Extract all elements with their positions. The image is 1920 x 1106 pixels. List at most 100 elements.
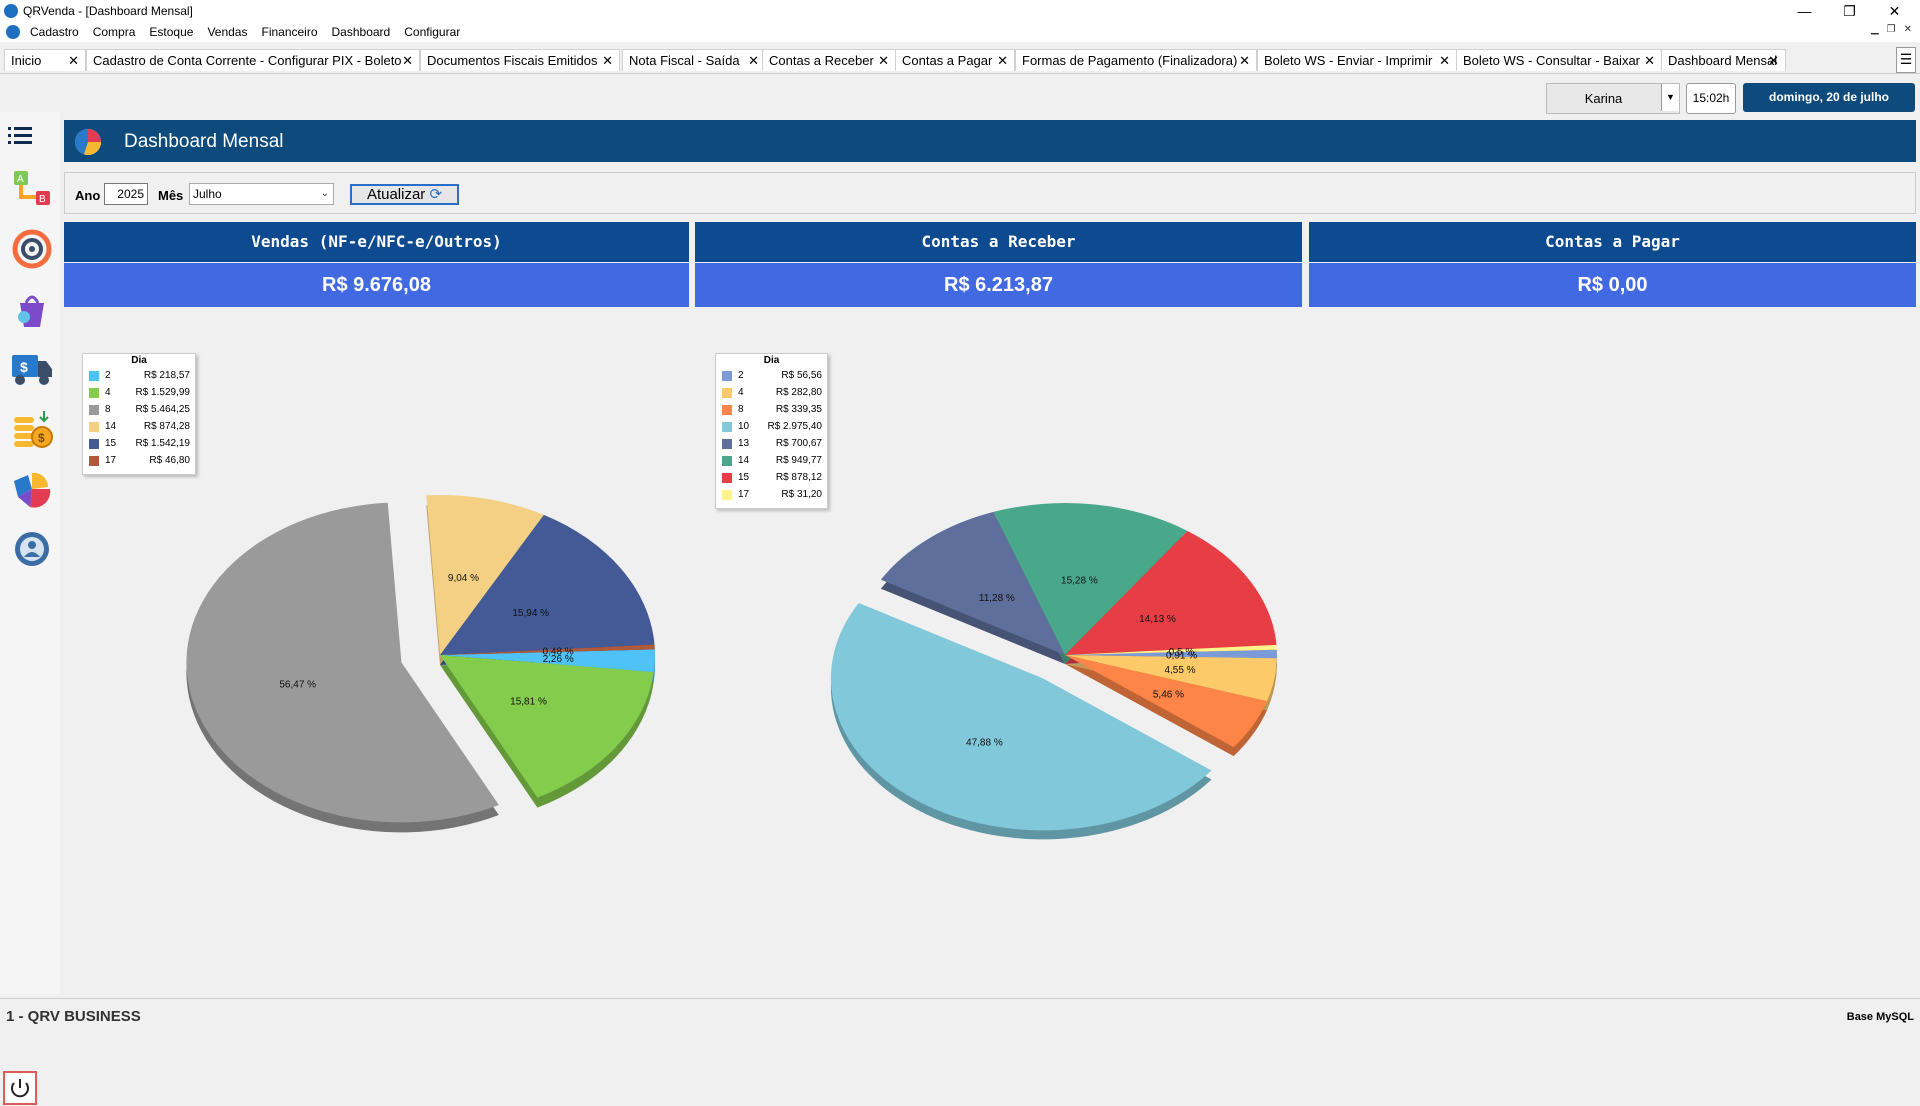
cadastro-ab-icon[interactable]: A B <box>10 167 54 211</box>
pie-data-label: 15,94 % <box>512 608 549 619</box>
legend-swatch <box>722 439 732 449</box>
app-menu-icon[interactable] <box>6 25 20 39</box>
pie-slice[interactable] <box>186 502 499 823</box>
mdi-minimize-button[interactable]: ▁ <box>1870 24 1879 35</box>
pie-slice[interactable] <box>1065 644 1277 655</box>
pie-slice[interactable] <box>830 603 1212 831</box>
pie-data-label: 5,46 % <box>1153 690 1184 701</box>
ano-input[interactable]: 2025 <box>104 183 148 205</box>
shopping-bag-icon[interactable] <box>10 287 54 331</box>
close-tab-icon[interactable]: ✕ <box>602 53 613 68</box>
tab-formas-pagamento[interactable]: Formas de Pagamento (Finalizadora) ✕ <box>1015 49 1257 71</box>
close-button[interactable]: ✕ <box>1888 3 1901 19</box>
mes-select[interactable]: Julho ⌄ <box>189 183 334 205</box>
mes-label: Mês <box>158 188 184 203</box>
menu-compra[interactable]: Compra <box>92 25 136 39</box>
close-tab-icon[interactable]: ✕ <box>878 53 889 68</box>
power-button[interactable] <box>3 1071 37 1105</box>
tab-documentos-fiscais[interactable]: Documentos Fiscais Emitidos ✕ <box>420 49 620 71</box>
pie-data-label: 56,47 % <box>279 679 316 690</box>
process-gear-icon[interactable] <box>10 227 54 271</box>
close-tab-icon[interactable]: ✕ <box>1239 53 1250 68</box>
legend-title: Dia <box>131 355 147 366</box>
close-tab-icon[interactable]: ✕ <box>748 53 759 68</box>
close-tab-icon[interactable]: ✕ <box>1644 53 1655 68</box>
card-value: R$ 6.213,87 <box>695 263 1302 307</box>
menu-vendas[interactable]: Vendas <box>207 25 248 39</box>
pie-slice[interactable] <box>440 655 654 798</box>
menu-dashboard[interactable]: Dashboard <box>331 25 391 39</box>
svg-text:A: A <box>17 174 24 185</box>
maximize-button[interactable]: ❐ <box>1843 3 1856 19</box>
dashboard-shapes-icon[interactable] <box>10 467 54 511</box>
tab-conta-corrente[interactable]: Cadastro de Conta Corrente - Configurar … <box>86 49 420 71</box>
close-tab-icon[interactable]: ✕ <box>1439 53 1450 68</box>
tab-contas-pagar[interactable]: Contas a Pagar ✕ <box>895 49 1015 71</box>
pie-slice[interactable] <box>880 511 1065 655</box>
pie-data-label: 0,48 % <box>543 647 574 658</box>
menu-configurar[interactable]: Configurar <box>404 25 461 39</box>
legend-item: 14 R$ 874,28 <box>83 419 195 436</box>
legend-value: R$ 878,12 <box>775 472 822 483</box>
legend-swatch <box>722 388 732 398</box>
tab-label: Cadastro de Conta Corrente - Configurar … <box>93 53 402 68</box>
legend-item: 8 R$ 5.464,25 <box>83 402 195 419</box>
pie-slice[interactable] <box>1065 655 1277 702</box>
close-tab-icon[interactable]: ✕ <box>402 53 413 68</box>
delivery-truck-icon[interactable]: $ <box>10 347 54 391</box>
atualizar-button[interactable]: Atualizar ⟳ <box>350 184 459 205</box>
legend-swatch <box>722 405 732 415</box>
legend-item: 8 R$ 339,35 <box>716 402 827 419</box>
pie-slice[interactable] <box>426 495 544 655</box>
pie-slice[interactable] <box>1065 655 1268 748</box>
legend-swatch <box>89 371 99 381</box>
tab-inicio[interactable]: Inicio ✕ <box>4 49 86 71</box>
coins-money-icon[interactable]: $ <box>10 407 54 451</box>
menu-list-icon[interactable] <box>6 122 34 150</box>
close-tab-icon[interactable]: ✕ <box>997 53 1008 68</box>
user-select[interactable]: Karina ▼ <box>1546 83 1680 114</box>
tab-label: Inicio <box>11 53 42 68</box>
power-icon <box>11 1079 29 1098</box>
menu-estoque[interactable]: Estoque <box>149 25 194 39</box>
legend-value: R$ 949,77 <box>775 455 822 466</box>
settings-gear-icon[interactable] <box>10 527 54 571</box>
chevron-down-icon: ⌄ <box>320 188 329 199</box>
legend-item: 4 R$ 1.529,99 <box>83 385 195 402</box>
pie-slice[interactable] <box>440 649 655 673</box>
card-value: R$ 0,00 <box>1309 263 1916 307</box>
menu-financeiro[interactable]: Financeiro <box>261 25 318 39</box>
tab-boleto-enviar[interactable]: Boleto WS - Enviar - Imprimir ✕ <box>1257 49 1457 71</box>
filter-bar: Ano 2025 Mês Julho ⌄ Atualizar ⟳ <box>64 172 1916 214</box>
menu-cadastro[interactable]: Cadastro <box>30 25 79 39</box>
tab-contas-receber[interactable]: Contas a Receber ✕ <box>762 49 896 71</box>
tab-dashboard-mensal[interactable]: Dashboard Mensal ✕ <box>1661 49 1786 71</box>
close-tab-icon[interactable]: ✕ <box>1768 53 1779 68</box>
close-tab-icon[interactable]: ✕ <box>68 53 79 68</box>
legend-swatch <box>722 490 732 500</box>
pie-slice[interactable] <box>1065 530 1277 655</box>
pie-slice[interactable] <box>1065 649 1277 659</box>
pie-chart-vendas: 2,26 % 15,81 % 56,47 % 9,04 % 15,94 % 0,48 % <box>186 495 655 833</box>
tab-nota-fiscal[interactable]: Nota Fiscal - Saída ✕ <box>622 49 766 71</box>
legend-title: Dia <box>763 355 780 366</box>
legend-swatch <box>89 405 99 415</box>
card-title: Contas a Pagar <box>1309 222 1916 262</box>
pie-data-label: 0,91 % <box>1166 650 1197 661</box>
pie-slice[interactable] <box>993 503 1188 655</box>
legend-day: 4 <box>105 387 111 398</box>
minimize-button[interactable]: — <box>1797 3 1812 19</box>
mdi-restore-button[interactable]: ❐ <box>1886 24 1896 35</box>
pie-slice[interactable] <box>440 514 655 655</box>
legend-swatch <box>722 473 732 483</box>
pie-slice[interactable] <box>440 644 655 655</box>
menu-bar: Cadastro Compra Estoque Vendas Financeir… <box>0 22 1920 42</box>
svg-text:$: $ <box>38 431 45 445</box>
dropdown-arrow-icon[interactable]: ▼ <box>1661 84 1679 111</box>
tab-boleto-consultar[interactable]: Boleto WS - Consultar - Baixar ✕ <box>1456 49 1662 71</box>
mdi-close-button[interactable]: ✕ <box>1903 24 1912 35</box>
tab-list-menu-icon[interactable]: ☰ <box>1896 47 1916 73</box>
tab-label: Documentos Fiscais Emitidos <box>427 53 598 68</box>
legend-item: 14 R$ 949,77 <box>716 453 827 470</box>
pie-data-label: 2,26 % <box>543 654 574 665</box>
